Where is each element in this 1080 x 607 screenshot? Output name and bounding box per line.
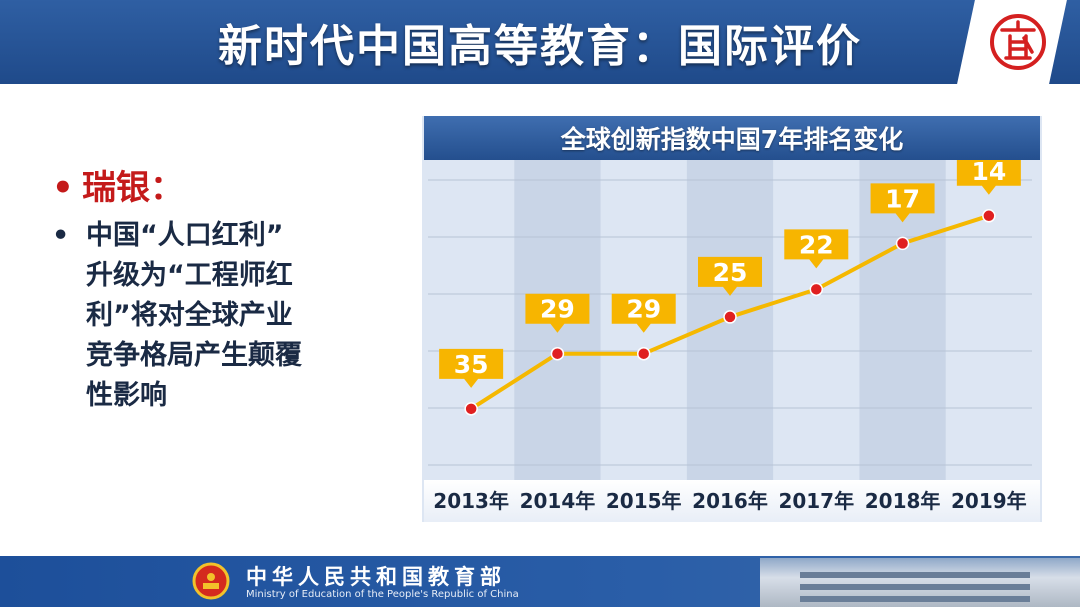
page-title: 新时代中国高等教育：国际评价: [218, 21, 862, 72]
data-label: 29: [626, 295, 661, 324]
data-label-bubble: [784, 229, 849, 269]
national-emblem-icon: [192, 562, 230, 600]
data-point: [809, 282, 824, 297]
data-label-bubble: [525, 293, 590, 333]
data-point: [723, 310, 737, 324]
x-tick-label: 2013年: [433, 489, 509, 513]
data-label: 29: [540, 295, 575, 324]
bullet-body: • 中国“人口红利” 升级为“工程师红 利”将对全球产业 竞争格局产生颠覆 性影…: [52, 216, 382, 416]
x-tick-label: 2018年: [865, 489, 941, 513]
data-label: 25: [713, 258, 748, 287]
data-label-bubble: [439, 348, 504, 388]
data-label-bubble: [956, 155, 1021, 195]
x-axis-band: [424, 480, 1040, 522]
bullet-dot: •: [52, 220, 70, 251]
data-point: [895, 236, 910, 251]
data-label: 17: [885, 184, 920, 213]
data-point: [550, 346, 565, 361]
header-bar: [0, 0, 1080, 84]
data-label-bubble: [611, 293, 676, 333]
body-line: 利”将对全球产业: [86, 300, 293, 331]
body-line: 中国“人口红利”: [86, 220, 284, 251]
data-label: 35: [454, 350, 489, 379]
chart-title: 全球创新指数中国7年排名变化: [560, 125, 904, 154]
data-label: 22: [799, 230, 834, 259]
building-photo: [760, 558, 1080, 607]
education-logo-icon: [990, 14, 1046, 70]
x-tick-label: 2014年: [520, 489, 596, 513]
data-label: 14: [971, 157, 1006, 186]
body-line: 性影响: [86, 380, 167, 411]
data-point: [982, 209, 996, 223]
data-point: [636, 346, 651, 361]
footer-org-cn: 中华人民共和国教育部: [246, 565, 506, 589]
heading-ubs: 瑞银：: [82, 168, 184, 208]
data-label-bubble: [698, 256, 762, 296]
data-label-bubble: [870, 183, 935, 223]
body-text: 中国“人口红利” 升级为“工程师红 利”将对全球产业 竞争格局产生颠覆 性影响: [86, 216, 366, 416]
chart-title-bar: [424, 116, 1040, 160]
footer-org-en: Ministry of Education of the People's Re…: [246, 589, 519, 600]
bullet-dot: •: [52, 168, 74, 208]
x-tick-label: 2017年: [778, 489, 854, 513]
bullet-heading: • 瑞银：: [52, 160, 184, 209]
body-line: 升级为“工程师红: [86, 260, 293, 291]
body-line: 竞争格局产生颠覆: [86, 340, 302, 371]
x-tick-label: 2019年: [951, 489, 1027, 513]
x-tick-label: 2016年: [692, 489, 768, 513]
data-point: [464, 402, 478, 416]
x-tick-label: 2015年: [606, 489, 682, 513]
